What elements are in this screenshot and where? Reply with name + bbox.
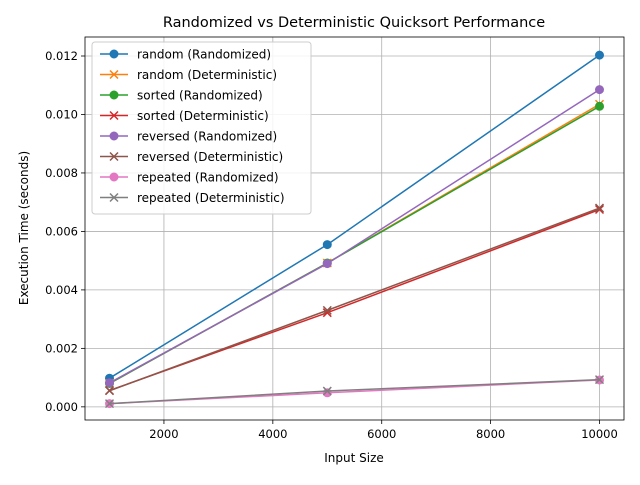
axis-ticks: 2000 4000 6000 8000 10000 0.000 0.002 0.004 0.00… [45, 49, 618, 441]
legend-marker [109, 151, 119, 162]
x-tick-label: 2000 [149, 427, 178, 441]
series-4 [105, 85, 604, 388]
legend-item: repeated (Randomized) [100, 171, 279, 185]
data-point [595, 101, 604, 111]
y-tick-label: 0.000 [45, 400, 78, 414]
series-5 [104, 203, 605, 396]
x-axis-label: Input Size [324, 451, 384, 465]
x-tick-label: 6000 [367, 427, 396, 441]
legend: random (Randomized) random (Deterministic… [91, 41, 312, 215]
data-point [594, 203, 605, 213]
legend-label: repeated (Randomized) [137, 171, 279, 185]
chart-title: Randomized vs Deterministic Quicksort Pe… [163, 15, 545, 31]
legend-item: repeated (Deterministic) [100, 191, 285, 205]
x-tick-label: 4000 [258, 427, 287, 441]
y-tick-label: 0.002 [45, 341, 78, 355]
data-point [104, 386, 115, 396]
legend-label: reversed (Deterministic) [137, 150, 283, 164]
legend-label: reversed (Randomized) [137, 130, 277, 144]
y-tick-label: 0.010 [45, 107, 78, 121]
legend-label: repeated (Deterministic) [137, 191, 285, 205]
data-point [594, 204, 605, 215]
legend-marker [109, 192, 119, 203]
data-point [595, 85, 604, 95]
data-point [105, 378, 114, 388]
y-axis-label: Execution Time (seconds) [17, 151, 31, 305]
legend-marker [109, 172, 119, 182]
data-point [322, 240, 332, 250]
legend-item: sorted (Randomized) [100, 89, 263, 103]
legend-marker [109, 49, 119, 59]
data-point [595, 50, 604, 60]
data-point [322, 305, 332, 315]
legend-marker [109, 90, 119, 100]
data-point [322, 386, 332, 396]
legend-label: sorted (Randomized) [137, 89, 263, 103]
x-tick-label: 10000 [581, 427, 618, 441]
y-tick-label: 0.006 [45, 224, 78, 238]
legend-label: random (Randomized) [137, 48, 271, 62]
y-tick-label: 0.012 [45, 49, 78, 63]
data-point [594, 375, 605, 385]
data-point [104, 399, 115, 409]
y-tick-label: 0.008 [45, 166, 78, 180]
y-tick-label: 0.004 [45, 283, 78, 297]
plot-frame [84, 36, 625, 421]
legend-item: sorted (Deterministic) [100, 109, 269, 123]
legend-marker [109, 69, 119, 80]
legend-item: random (Randomized) [100, 48, 271, 62]
data-point [322, 259, 332, 269]
legend-item: reversed (Deterministic) [100, 150, 283, 164]
legend-frame [91, 41, 312, 215]
series-7 [104, 375, 605, 409]
legend-item: reversed (Randomized) [100, 130, 277, 144]
x-tick-label: 8000 [476, 427, 505, 441]
legend-marker [109, 131, 119, 141]
legend-label: random (Deterministic) [137, 68, 277, 82]
legend-label: sorted (Deterministic) [137, 109, 269, 123]
legend-item: random (Deterministic) [100, 68, 277, 82]
series-group [104, 50, 605, 409]
legend-marker [109, 110, 119, 121]
